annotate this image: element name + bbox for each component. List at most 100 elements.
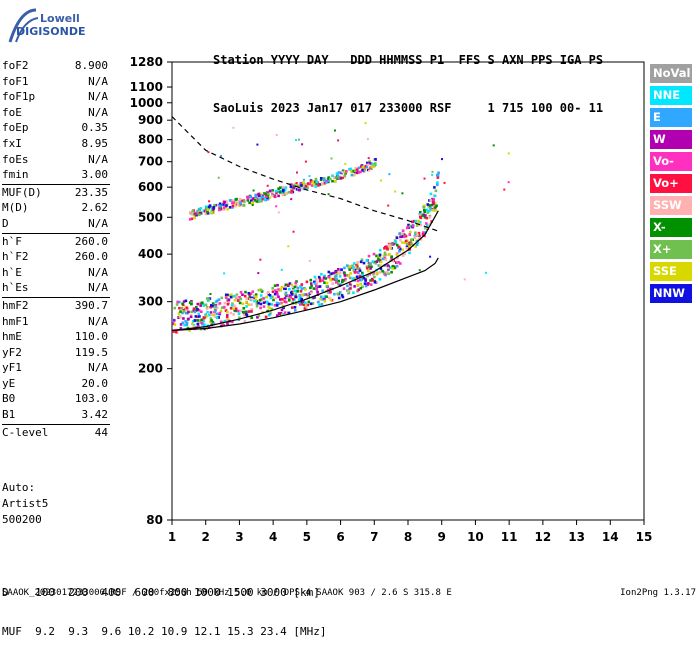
x-tick-label: 7 bbox=[370, 530, 378, 544]
echo-point bbox=[388, 252, 391, 256]
echo-point bbox=[370, 265, 373, 268]
echo-point bbox=[386, 245, 389, 248]
echo-point bbox=[289, 296, 293, 299]
echo-point bbox=[320, 302, 324, 306]
echo-point bbox=[431, 208, 434, 212]
echo-point bbox=[492, 144, 495, 147]
echo-point bbox=[215, 316, 219, 319]
echo-point bbox=[195, 306, 198, 309]
echo-point bbox=[357, 288, 361, 291]
echo-point bbox=[253, 299, 256, 303]
legend-item: SSW bbox=[650, 196, 692, 215]
echo-point bbox=[225, 318, 229, 322]
echo-point bbox=[207, 151, 210, 154]
echo-point bbox=[209, 317, 213, 320]
echo-point bbox=[378, 271, 382, 274]
echo-point bbox=[294, 309, 297, 312]
echo-point bbox=[354, 167, 357, 170]
echo-point bbox=[258, 192, 262, 196]
echo-point bbox=[234, 307, 238, 310]
station-header: Station YYYY DAY DDD HHMMSS P1 FFS S AXN… bbox=[213, 20, 603, 132]
echo-point bbox=[239, 297, 243, 301]
echo-point bbox=[192, 324, 196, 327]
echo-point bbox=[313, 282, 317, 285]
echo-point bbox=[366, 138, 369, 141]
echo-point bbox=[366, 266, 369, 270]
param-row: hmF2 390.7 bbox=[2, 298, 110, 314]
echo-point bbox=[255, 302, 259, 305]
echo-point bbox=[367, 269, 370, 273]
echo-point bbox=[428, 223, 432, 226]
echo-point bbox=[207, 208, 210, 211]
echo-point bbox=[429, 206, 432, 210]
echo-point bbox=[325, 295, 328, 298]
echo-point bbox=[288, 299, 291, 302]
param-label: h`F bbox=[2, 234, 22, 248]
echo-point bbox=[204, 212, 208, 216]
echo-point bbox=[273, 284, 277, 287]
polarization-legend: NoVal NNE E W Vo- Vo+ SSW X- X+ SSE NNW bbox=[650, 64, 692, 306]
y-axis: 80 200 300 400 500 600 700 800 900 1000 1100 1280 bbox=[130, 55, 172, 527]
echo-point bbox=[295, 184, 298, 187]
echo-point bbox=[401, 192, 404, 195]
echo-point bbox=[369, 279, 372, 282]
echo-point bbox=[277, 194, 280, 198]
echo-point bbox=[342, 287, 346, 290]
version-label: Ion2Png 1.3.17 bbox=[620, 588, 696, 598]
echo-point bbox=[214, 315, 217, 319]
echo-point bbox=[431, 173, 434, 176]
echo-point bbox=[391, 267, 394, 270]
echo-point bbox=[378, 248, 382, 252]
echo-point bbox=[357, 166, 361, 170]
echo-point bbox=[391, 264, 395, 268]
echo-points bbox=[172, 122, 510, 334]
echo-point bbox=[258, 194, 261, 197]
echo-point bbox=[313, 275, 317, 279]
echo-point bbox=[231, 199, 234, 202]
echo-point bbox=[219, 206, 222, 209]
echo-point bbox=[296, 171, 298, 174]
echo-point bbox=[236, 203, 240, 206]
echo-point bbox=[329, 290, 332, 294]
echo-point bbox=[205, 307, 209, 311]
echo-point bbox=[309, 180, 313, 183]
echo-point bbox=[213, 310, 216, 314]
echo-point bbox=[315, 183, 319, 187]
echo-point bbox=[197, 312, 200, 316]
echo-point bbox=[246, 199, 250, 202]
echo-point bbox=[223, 305, 226, 309]
echo-point bbox=[315, 180, 318, 184]
echo-point bbox=[223, 301, 227, 305]
echo-point bbox=[399, 262, 402, 265]
echo-point bbox=[345, 274, 348, 277]
echo-point bbox=[298, 301, 301, 304]
echo-point bbox=[235, 295, 239, 298]
echo-point bbox=[205, 306, 209, 309]
echo-point bbox=[196, 210, 199, 214]
echo-point bbox=[373, 275, 376, 279]
echo-point bbox=[209, 311, 213, 314]
echo-point bbox=[301, 293, 304, 297]
echo-point bbox=[441, 158, 443, 161]
echo-point bbox=[434, 189, 438, 193]
param-value: 390.7 bbox=[74, 298, 108, 312]
echo-point bbox=[270, 303, 273, 306]
echo-point bbox=[408, 233, 411, 236]
echo-point bbox=[185, 323, 189, 327]
echo-point bbox=[226, 322, 229, 325]
echo-point bbox=[239, 201, 242, 204]
echo-point bbox=[283, 300, 287, 303]
echo-point bbox=[308, 175, 311, 178]
echo-point bbox=[275, 290, 278, 294]
echo-point bbox=[191, 322, 194, 326]
echo-point bbox=[312, 296, 315, 300]
echo-point bbox=[184, 320, 187, 323]
echo-point bbox=[443, 181, 446, 184]
echo-point bbox=[280, 286, 284, 289]
echo-point bbox=[227, 293, 231, 297]
echo-point bbox=[252, 296, 256, 300]
echo-point bbox=[197, 210, 201, 213]
echo-point bbox=[302, 293, 306, 296]
echo-point bbox=[251, 202, 255, 205]
echo-point bbox=[190, 310, 193, 314]
